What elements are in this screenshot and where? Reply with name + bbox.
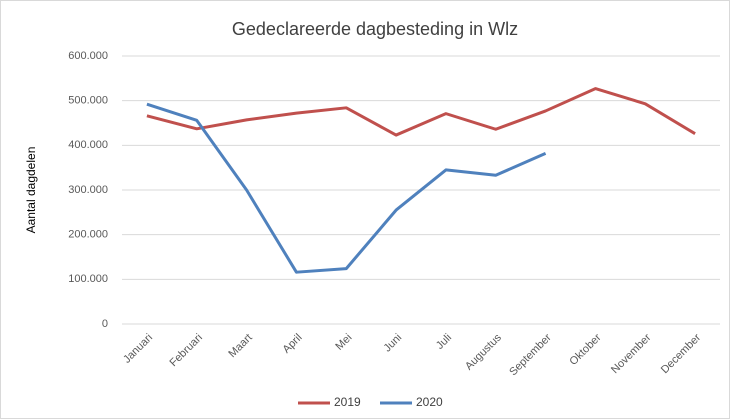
series-line [146, 87, 696, 137]
series-line [146, 102, 547, 274]
y-axis-label: Aantal dagdelen [24, 147, 38, 234]
y-tick-label: 100.000 [68, 273, 108, 285]
y-tick-label: 300.000 [68, 184, 108, 196]
legend-label: 2019 [334, 395, 361, 409]
y-tick-label: 400.000 [68, 139, 108, 151]
chart-title: Gedeclareerde dagbesteding in Wlz [232, 19, 518, 39]
y-tick-label: 600.000 [68, 50, 108, 62]
legend-label: 2020 [416, 395, 443, 409]
y-tick-label: 200.000 [68, 229, 108, 241]
y-tick-label: 500.000 [68, 95, 108, 107]
y-tick-label: 0 [102, 318, 108, 330]
